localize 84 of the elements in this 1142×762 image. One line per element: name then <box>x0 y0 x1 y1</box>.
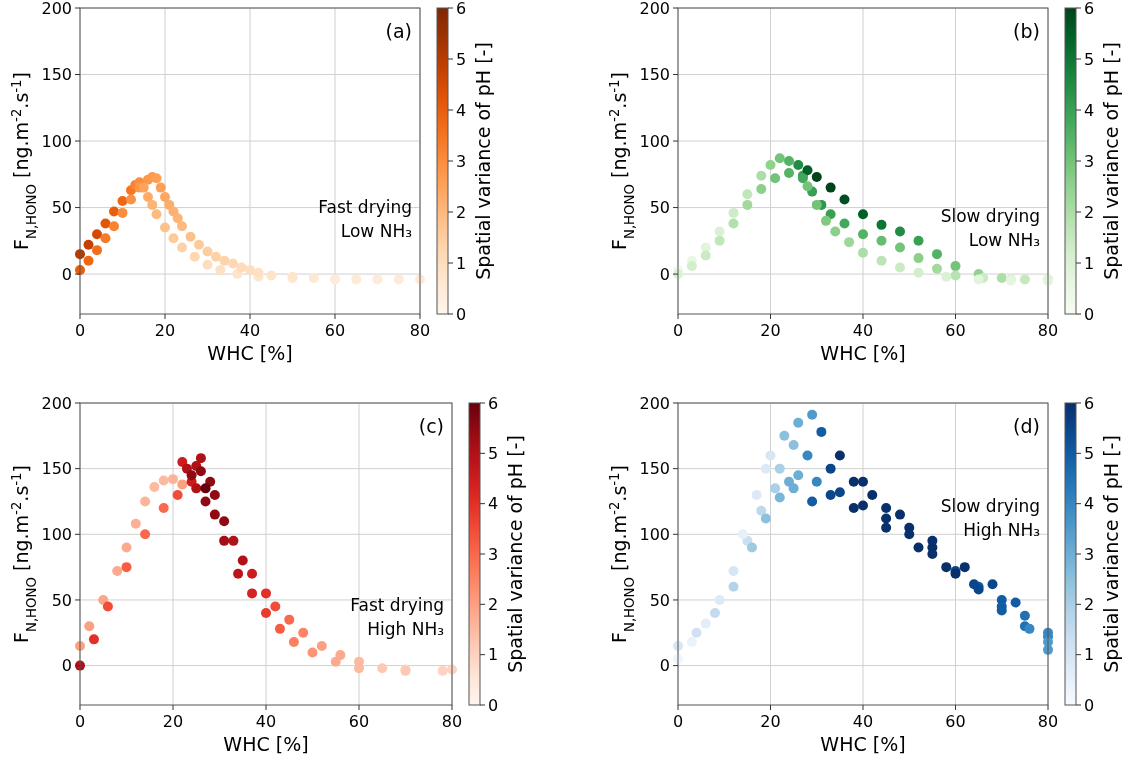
color-bar-label: 0 <box>1084 304 1095 324</box>
x-axis-title: WHC [%] <box>207 342 293 364</box>
color-bar-title: Spatial variance of pH [-] <box>472 42 494 280</box>
annotation: Fast drying Low NH₃ <box>318 197 412 242</box>
x-tick-label: 80 <box>1037 321 1059 340</box>
color-bar-label: 5 <box>1084 443 1095 463</box>
color-bar-label: 2 <box>488 594 499 614</box>
color-bar-title: Spatial variance of pH [-] <box>1100 435 1122 673</box>
x-tick-label: 0 <box>672 321 684 340</box>
color-bar-label: 3 <box>456 151 467 171</box>
y-tick-label: 100 <box>639 131 670 151</box>
color-bar-label: 1 <box>488 645 499 665</box>
y-tick-label: 0 <box>61 264 72 284</box>
y-tick-label: 50 <box>649 198 670 218</box>
x-tick-label: 80 <box>409 321 431 340</box>
color-bar-label: 2 <box>1084 202 1095 222</box>
x-tick-label: 40 <box>852 712 874 731</box>
x-tick-label: 20 <box>154 321 176 340</box>
color-bar-title: Spatial variance of pH [-] <box>1100 42 1122 280</box>
y-tick-label: 150 <box>41 65 72 85</box>
color-bar-label: 5 <box>456 49 467 69</box>
x-tick-label: 20 <box>760 712 781 731</box>
x-tick-label: 0 <box>74 712 86 731</box>
annotation: (a) <box>385 20 412 42</box>
x-tick-label: 40 <box>239 321 261 340</box>
y-tick-label: 0 <box>61 656 72 676</box>
x-tick-label: 60 <box>324 321 346 340</box>
color-bar-label: 6 <box>488 393 499 413</box>
y-tick-label: 50 <box>51 198 72 218</box>
x-tick-label: 60 <box>945 712 966 731</box>
annotation: Slow drying High NH₃ <box>940 495 1040 540</box>
x-tick-label: 60 <box>945 321 966 340</box>
x-axis-title: WHC [%] <box>223 733 309 755</box>
color-bar-label: 6 <box>456 0 467 18</box>
annotation: Fast drying High NH₃ <box>350 595 444 640</box>
x-tick-label: 20 <box>162 712 184 731</box>
y-tick-label: 150 <box>639 459 670 479</box>
color-bar-label: 5 <box>488 443 499 463</box>
color-bar-label: 5 <box>1084 49 1095 69</box>
color-bar-label: 4 <box>1084 494 1095 514</box>
annotation: (c) <box>418 415 444 437</box>
color-bar-label: 4 <box>488 494 499 514</box>
x-tick-label: 20 <box>760 321 781 340</box>
x-tick-label: 40 <box>255 712 277 731</box>
color-bar-title: Spatial variance of pH [-] <box>504 435 526 673</box>
annotation: Slow drying Low NH₃ <box>940 206 1040 251</box>
y-tick-label: 200 <box>41 393 72 413</box>
color-bar-label: 0 <box>456 304 467 324</box>
x-tick-label: 80 <box>441 712 463 731</box>
y-tick-label: 100 <box>41 131 72 151</box>
color-bar-label: 0 <box>488 695 499 715</box>
y-tick-label: 200 <box>639 393 670 413</box>
y-tick-label: 50 <box>649 590 670 610</box>
annotation: (d) <box>1013 415 1040 437</box>
y-tick-label: 100 <box>41 524 72 544</box>
color-bar-label: 2 <box>1084 594 1095 614</box>
x-axis-title: WHC [%] <box>820 342 906 364</box>
y-tick-label: 200 <box>41 0 72 18</box>
color-bar-label: 1 <box>456 253 467 273</box>
color-bar-label: 6 <box>1084 0 1095 18</box>
color-bar-label: 4 <box>456 100 467 120</box>
y-tick-label: 100 <box>639 524 670 544</box>
y-tick-label: 200 <box>639 0 670 18</box>
x-tick-label: 60 <box>348 712 370 731</box>
y-tick-label: 0 <box>659 656 670 676</box>
x-tick-label: 80 <box>1037 712 1059 731</box>
color-bar-label: 3 <box>1084 544 1095 564</box>
color-bar-label: 2 <box>456 202 467 222</box>
color-bar-label: 6 <box>1084 393 1095 413</box>
x-tick-label: 0 <box>74 321 86 340</box>
x-tick-label: 40 <box>852 321 874 340</box>
color-bar-label: 3 <box>1084 151 1095 171</box>
y-tick-label: 0 <box>659 264 670 284</box>
y-tick-label: 50 <box>51 590 72 610</box>
color-bar-label: 4 <box>1084 100 1095 120</box>
y-tick-label: 150 <box>41 459 72 479</box>
color-bar-label: 3 <box>488 544 499 564</box>
color-bar-label: 1 <box>1084 645 1095 665</box>
x-axis-title: WHC [%] <box>820 733 906 755</box>
color-bar-label: 1 <box>1084 253 1095 273</box>
y-tick-label: 150 <box>639 65 670 85</box>
x-tick-label: 0 <box>672 712 684 731</box>
annotation: (b) <box>1013 20 1040 42</box>
color-bar-label: 0 <box>1084 695 1095 715</box>
